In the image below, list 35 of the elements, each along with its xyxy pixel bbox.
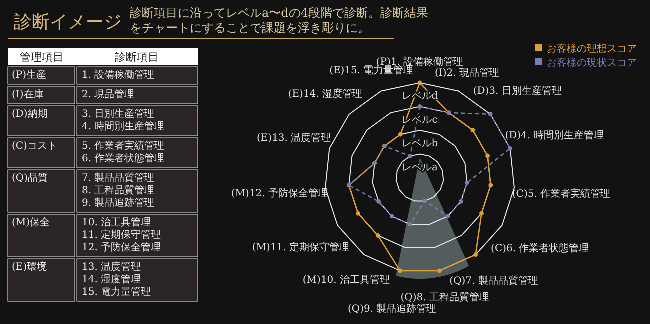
text: (P)生産 <box>12 69 47 81</box>
text: (C)コスト <box>12 141 58 152</box>
legend-label: お客様の現状スコア <box>547 57 637 69</box>
spoke-label: (C)6. 作業者状態管理 <box>491 242 590 254</box>
text: 10. 治工具管理 11. 定期保守管理 12. 予防保全管理 <box>82 216 162 254</box>
text: 1. 設備稼働管理 <box>82 69 155 81</box>
spoke-label: (M)11. 定期保守管理 <box>252 242 350 254</box>
text: 3. 日別生産管理 4. 時間別生産管理 <box>82 108 165 132</box>
text: 7. 製品品質管理 8. 工程品質管理 9. 製品追跡管理 <box>82 172 155 209</box>
text: 5. 作業者実績管理 6. 作業者状態管理 <box>82 140 165 164</box>
legend-label: お客様の理想スコア <box>547 43 637 55</box>
text: (I)在庫 <box>12 88 44 100</box>
spoke-label: (C)5. 作業者実績管理 <box>512 188 611 200</box>
text: (D)納期 <box>12 108 48 120</box>
spoke-label: (E)13. 温度管理 <box>256 132 332 144</box>
spoke-label: (E)15. 電力量管理 <box>330 64 414 76</box>
text: (E)環境 <box>12 261 48 273</box>
spoke-label: (D)4. 時間別生産管理 <box>505 129 604 142</box>
spoke-label: (Q)7. 製品品質管理 <box>450 274 538 287</box>
y-tick-label: レベルa <box>402 162 438 174</box>
text: (M)保全 <box>12 216 50 228</box>
spoke-label: (Q)9. 製品追跡管理 <box>348 303 437 316</box>
spoke-label: (D)3. 日別生産管理 <box>473 85 562 98</box>
text: (Q)品質 <box>12 172 48 184</box>
spoke-label: (I)2. 現品管理 <box>435 68 500 79</box>
chart-subtitle: 診断項目に沿ってレベルa〜dの4段階で診断。診断結果をチャートにすることで課題を浮き彫りに。 <box>130 6 428 35</box>
text: 診断項目 <box>115 51 159 64</box>
spoke-label: (E)14. 湿度管理 <box>288 88 363 100</box>
text: 13. 温度管理 14. 湿度管理 15. 電力量管理 <box>82 261 152 298</box>
text: 2. 現品管理 <box>82 90 135 100</box>
text: 管理項目 <box>20 51 64 64</box>
text: 診断イメージ <box>14 12 122 33</box>
spoke-label: (Q)8. 工程品質管理 <box>400 291 490 304</box>
spoke-label: (M)10. 治工具管理 <box>302 274 390 286</box>
y-tick-label: レベルb <box>402 138 438 150</box>
